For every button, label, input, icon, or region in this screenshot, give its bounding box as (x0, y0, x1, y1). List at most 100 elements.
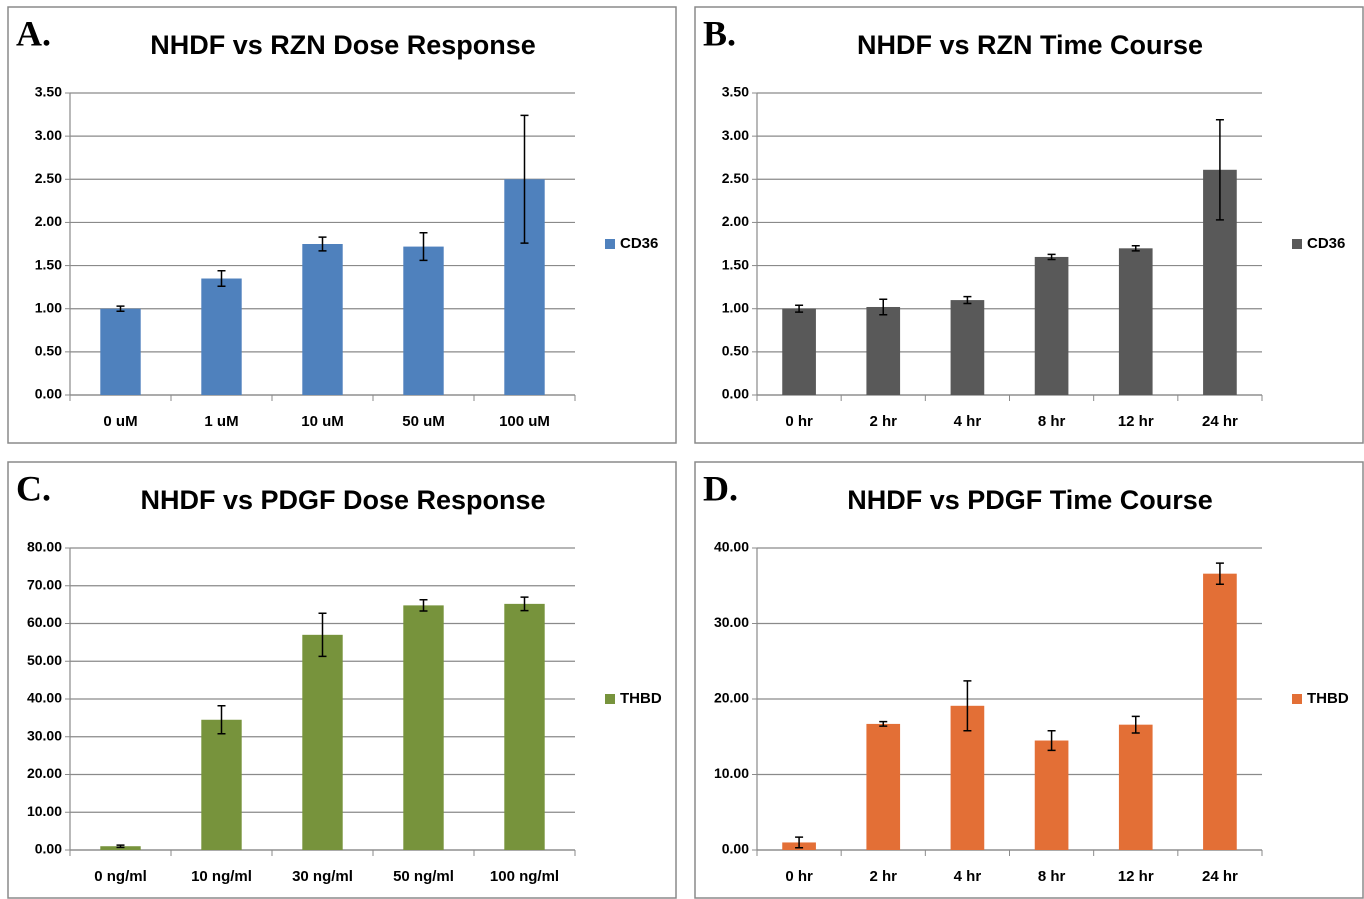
chart-panel: B. NHDF vs RZN Time Course 0.00 0.50 1.00 1.5… (694, 6, 1364, 444)
y-tick-label: 30.00 (714, 614, 749, 630)
error-bar (318, 612, 327, 658)
panel-border (694, 6, 1364, 444)
chart-panel: D. NHDF vs PDGF Time Course 0.00 10.00 20.00… (694, 461, 1364, 899)
panel-label: B. (703, 13, 736, 53)
legend-label: CD36 (1307, 235, 1345, 252)
error-bar (879, 298, 888, 316)
y-tick-label: 3.00 (722, 127, 749, 143)
x-tick-label: 30 ng/ml (292, 868, 353, 885)
y-tick-label: 0.00 (35, 386, 62, 402)
error-bar (520, 596, 529, 612)
error-bar (879, 720, 888, 727)
legend-swatch (1292, 239, 1302, 249)
error-bar (1047, 253, 1056, 261)
y-tick-label: 2.50 (35, 170, 62, 186)
chart-panel: A. NHDF vs RZN Dose Response 0.00 0.50 1.00 1… (7, 6, 677, 444)
bar (1118, 248, 1153, 395)
y-tick-label: 3.00 (35, 127, 62, 143)
x-tick-label: 8 hr (1038, 413, 1066, 430)
legend-swatch (605, 694, 615, 704)
error-bar (217, 269, 226, 288)
bar (100, 308, 141, 395)
x-tick-label: 2 hr (869, 413, 897, 430)
y-tick-label: 70.00 (27, 576, 62, 592)
y-tick-label: 20.00 (27, 765, 62, 781)
chart-title: NHDF vs RZN Dose Response (150, 30, 536, 60)
x-tick-label: 8 hr (1038, 868, 1066, 885)
bar (950, 300, 985, 395)
y-tick-label: 1.00 (35, 299, 62, 315)
bar (1034, 740, 1069, 850)
y-tick-label: 1.50 (35, 256, 62, 272)
bar (866, 306, 901, 395)
x-tick-label: 10 ng/ml (191, 868, 252, 885)
panel-border (7, 6, 677, 444)
bar (504, 603, 545, 850)
error-bar (419, 232, 428, 262)
y-tick-label: 80.00 (27, 539, 62, 555)
error-bar (318, 236, 327, 252)
chart-title: NHDF vs PDGF Dose Response (140, 485, 545, 515)
y-tick-label: 1.00 (722, 299, 749, 315)
error-bar (795, 304, 804, 313)
y-tick-label: 2.50 (722, 170, 749, 186)
y-tick-label: 0.50 (35, 343, 62, 359)
y-tick-label: 0.00 (722, 386, 749, 402)
x-tick-label: 0 hr (785, 868, 813, 885)
x-tick-label: 12 hr (1118, 413, 1154, 430)
y-tick-label: 2.00 (35, 213, 62, 229)
error-bar (1215, 562, 1224, 585)
y-tick-label: 0.50 (722, 343, 749, 359)
legend-swatch (605, 239, 615, 249)
bar (100, 846, 141, 850)
bar (302, 634, 343, 850)
x-tick-label: 0 hr (785, 413, 813, 430)
y-tick-label: 20.00 (714, 690, 749, 706)
x-tick-label: 0 ng/ml (94, 868, 147, 885)
error-bar (116, 844, 125, 849)
error-bar (217, 705, 226, 735)
x-tick-label: 0 uM (103, 413, 137, 430)
legend-label: CD36 (620, 235, 658, 252)
y-tick-label: 1.50 (722, 256, 749, 272)
error-bar (963, 295, 972, 305)
bar (866, 723, 901, 850)
y-tick-label: 2.00 (722, 213, 749, 229)
x-tick-label: 100 ng/ml (490, 868, 559, 885)
x-tick-label: 4 hr (954, 413, 982, 430)
bar (302, 244, 343, 395)
error-bar (1131, 715, 1140, 734)
panel-label: C. (16, 468, 51, 508)
bar (403, 605, 444, 850)
x-tick-label: 10 uM (301, 413, 344, 430)
chart-title: NHDF vs RZN Time Course (857, 30, 1203, 60)
x-tick-label: 100 uM (499, 413, 550, 430)
bar (1118, 724, 1153, 850)
bar (1203, 573, 1237, 850)
x-tick-label: 50 uM (402, 413, 445, 430)
bar (782, 308, 816, 395)
y-tick-label: 3.50 (722, 84, 749, 100)
panel-border (7, 461, 677, 899)
x-tick-label: 1 uM (204, 413, 238, 430)
y-tick-label: 30.00 (27, 727, 62, 743)
legend-swatch (1292, 694, 1302, 704)
bar (201, 278, 242, 395)
error-bar (520, 114, 529, 244)
y-tick-label: 3.50 (35, 84, 62, 100)
error-bar (116, 305, 125, 313)
panel-label: D. (703, 468, 738, 508)
y-tick-label: 60.00 (27, 614, 62, 630)
error-bar (1215, 118, 1224, 221)
x-tick-label: 4 hr (954, 868, 982, 885)
legend-label: THBD (1307, 690, 1349, 707)
x-tick-label: 24 hr (1202, 413, 1238, 430)
y-tick-label: 0.00 (722, 841, 749, 857)
bar (1034, 256, 1069, 395)
chart-title: NHDF vs PDGF Time Course (847, 485, 1213, 515)
y-tick-label: 0.00 (35, 841, 62, 857)
x-tick-label: 12 hr (1118, 868, 1154, 885)
error-bar (1047, 729, 1056, 752)
y-tick-label: 10.00 (27, 803, 62, 819)
